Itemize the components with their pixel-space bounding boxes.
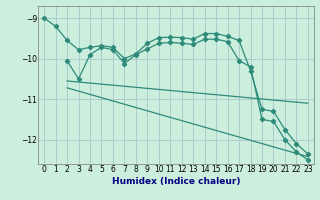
- X-axis label: Humidex (Indice chaleur): Humidex (Indice chaleur): [112, 177, 240, 186]
